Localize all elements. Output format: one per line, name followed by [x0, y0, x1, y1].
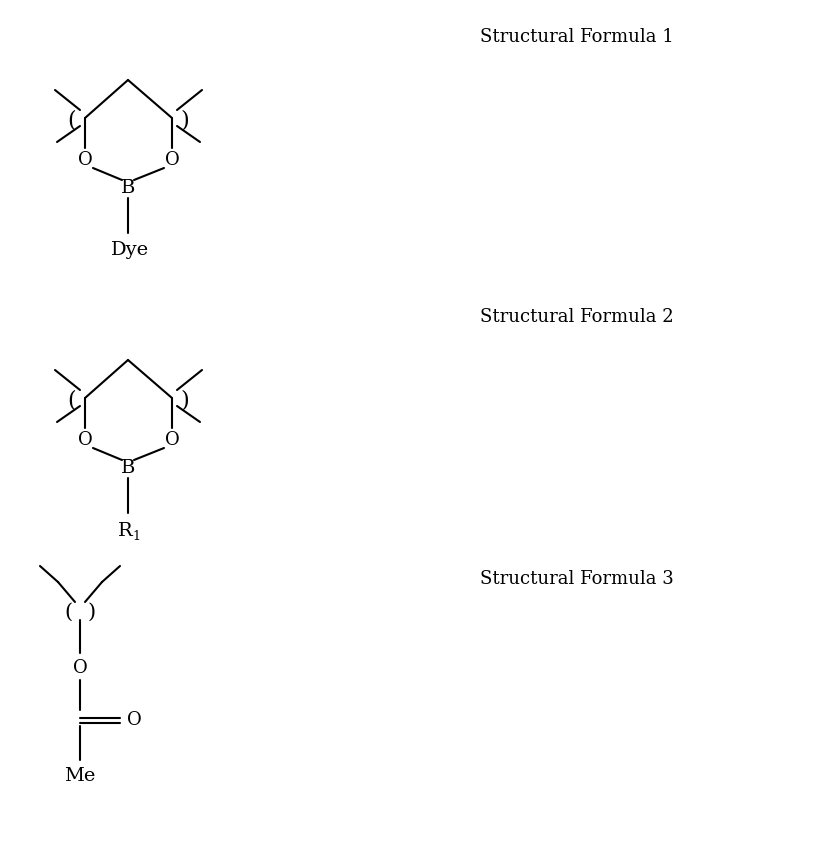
Text: R: R — [117, 522, 132, 540]
Text: O: O — [73, 659, 88, 677]
Text: Structural Formula 1: Structural Formula 1 — [480, 28, 674, 46]
Text: ): ) — [181, 389, 189, 411]
Text: B: B — [121, 459, 135, 477]
Text: B: B — [121, 179, 135, 197]
Text: (: ( — [68, 109, 76, 131]
Text: Structural Formula 2: Structural Formula 2 — [480, 308, 674, 326]
Text: Structural Formula 3: Structural Formula 3 — [480, 570, 674, 588]
Text: O: O — [164, 431, 179, 449]
Text: O: O — [126, 711, 141, 729]
Text: (: ( — [64, 603, 72, 621]
Text: O: O — [78, 151, 93, 169]
Text: Dye: Dye — [111, 241, 149, 259]
Text: 1: 1 — [132, 529, 140, 543]
Text: ): ) — [181, 109, 189, 131]
Text: O: O — [164, 151, 179, 169]
Text: Me: Me — [64, 767, 96, 785]
Text: (: ( — [68, 389, 76, 411]
Text: ): ) — [88, 603, 96, 621]
Text: O: O — [78, 431, 93, 449]
